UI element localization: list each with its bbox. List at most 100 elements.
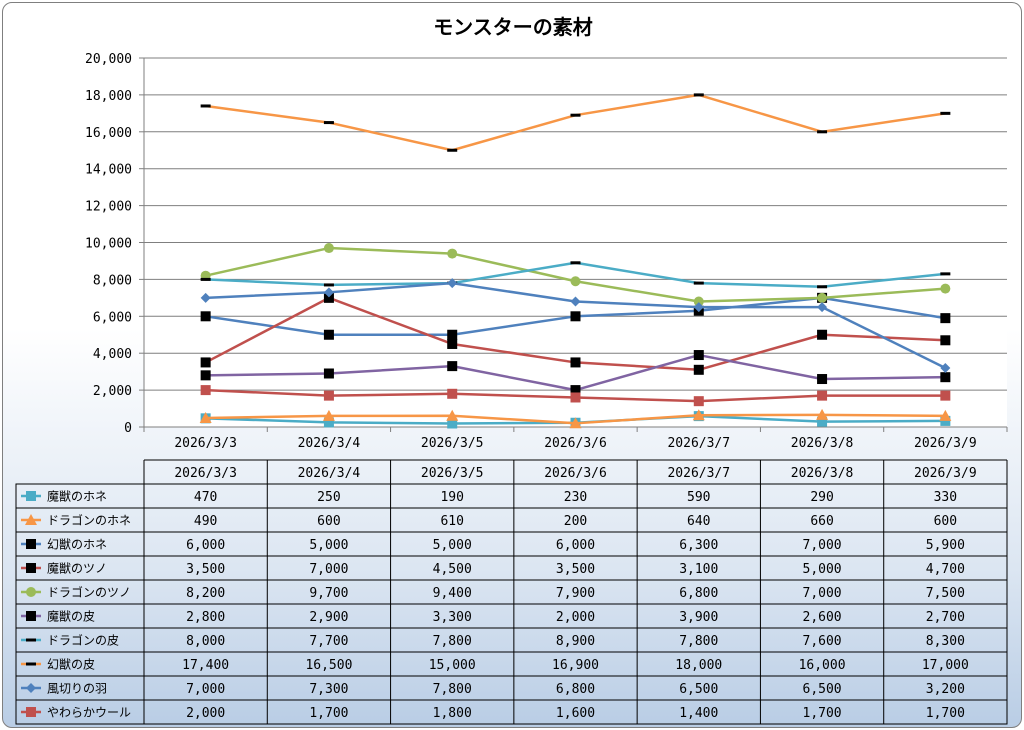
table-data-cell: 660: [810, 514, 833, 529]
table-data-cell: 600: [934, 514, 957, 529]
legend-label: 魔獣のホネ: [47, 489, 107, 504]
x-tick-label: 2026/3/3: [174, 436, 237, 451]
y-tick-label: 2,000: [93, 384, 132, 399]
chart-title: モンスターの素材: [433, 15, 593, 39]
series-10-point: [200, 385, 211, 396]
table-header-cell: 2026/3/8: [791, 466, 854, 481]
series-10-point: [693, 396, 704, 407]
table-data-cell: 230: [564, 490, 587, 505]
series-lines: [199, 93, 952, 429]
table-data-cell: 16,900: [552, 658, 599, 673]
x-tick-label: 2026/3/5: [421, 436, 484, 451]
series-9-point: [323, 287, 334, 298]
table-data-cell: 5,000: [309, 538, 348, 553]
legend-key-marker: [26, 539, 36, 549]
table-data-cell: 1,700: [309, 706, 348, 721]
table-header-cell: 2026/3/9: [914, 466, 977, 481]
y-tick-label: 10,000: [85, 237, 132, 252]
table-data-cell: 7,900: [556, 586, 595, 601]
x-tick-label: 2026/3/9: [914, 436, 977, 451]
table-data-cell: 2,600: [803, 610, 842, 625]
table-data-cell: 7,000: [186, 682, 225, 697]
table-data-cell: 5,900: [926, 538, 965, 553]
series-1-point: [447, 418, 458, 429]
legend-label: ドラゴンのホネ: [47, 513, 131, 528]
series-6-point: [817, 374, 828, 385]
series-9-point: [570, 296, 581, 307]
series-8-group: [200, 93, 951, 152]
table-data-cell: 8,300: [926, 634, 965, 649]
table-data-cell: 8,000: [186, 634, 225, 649]
table-data-cell: 7,800: [433, 634, 472, 649]
table-data-cell: 7,800: [433, 682, 472, 697]
x-axis-ticks: 2026/3/3 2026/3/4 2026/3/5 2026/3/6 2026/3/7…: [174, 436, 976, 451]
series-2-point: [816, 408, 829, 420]
table-data-cell: 4,500: [433, 562, 472, 577]
series-2-point: [199, 411, 212, 423]
series-2-point: [692, 409, 705, 421]
y-axis-ticks: 0 2,000 4,000 6,000 8,000 10,000 12,000 14,000 1…: [85, 52, 132, 436]
table-data-cell: 9,700: [309, 586, 348, 601]
table-data-cell: 16,000: [799, 658, 846, 673]
series-6-point: [570, 385, 581, 396]
table-data-cell: 7,000: [803, 538, 842, 553]
series-5-point: [570, 276, 581, 287]
legend-key-marker: [26, 611, 36, 621]
series-7-point: [570, 261, 581, 265]
series-6-point: [323, 368, 334, 379]
legend-label: ドラゴンの皮: [47, 633, 119, 648]
series-6-group: [200, 350, 951, 396]
series-4-point: [940, 335, 951, 346]
series-10-point: [570, 392, 581, 403]
series-10-point: [817, 390, 828, 401]
table-data-cell: 3,300: [433, 610, 472, 625]
table-header-cell: 2026/3/7: [667, 466, 730, 481]
y-tick-label: 20,000: [85, 52, 132, 67]
series-8-point: [447, 148, 458, 152]
series-4-point: [323, 292, 334, 303]
x-tick-label: 2026/3/6: [544, 436, 607, 451]
table-data-cell: 250: [317, 490, 340, 505]
series-7-point: [817, 285, 828, 289]
table-data-cell: 7,500: [926, 586, 965, 601]
table-header-cell: 2026/3/4: [298, 466, 361, 481]
table-data-cell: 8,900: [556, 634, 595, 649]
series-8-point: [940, 111, 951, 115]
series-9-point: [817, 302, 828, 313]
series-9-group: [200, 278, 951, 373]
series-10-point: [447, 388, 458, 399]
series-2-point: [322, 409, 335, 421]
series-4-point: [447, 338, 458, 349]
series-5-point: [447, 248, 458, 259]
series-3-point: [447, 329, 458, 340]
table-data-cell: 3,200: [926, 682, 965, 697]
series-9-point: [447, 278, 458, 289]
series-2-group: [199, 408, 952, 429]
legend-key-marker: [26, 638, 36, 642]
y-tick-label: 12,000: [85, 200, 132, 215]
table-data-cell: 1,700: [926, 706, 965, 721]
legend-label: 風切りの羽: [47, 682, 107, 696]
legend-label: 幻獣の皮: [47, 658, 95, 672]
series-7-point: [693, 281, 704, 285]
table-data-cell: 8,200: [186, 586, 225, 601]
series-4-group: [200, 292, 951, 375]
series-2-point: [939, 409, 952, 421]
series-9-point: [200, 292, 211, 303]
table-data-cell: 15,000: [429, 658, 476, 673]
series-5-point: [817, 292, 828, 303]
series-8-point: [323, 121, 334, 125]
table-data-cell: 7,800: [679, 634, 718, 649]
series-2-point: [569, 417, 582, 429]
table-data-cell: 470: [194, 490, 217, 505]
y-tick-label: 6,000: [93, 310, 132, 325]
table-header-cell: 2026/3/5: [421, 466, 484, 481]
series-8-point: [693, 93, 704, 97]
series-10-point: [323, 390, 334, 401]
table-data-cell: 330: [934, 490, 957, 505]
table-header-cell: 2026/3/6: [544, 466, 607, 481]
table-data-cell: 1,600: [556, 706, 595, 721]
y-tick-label: 14,000: [85, 163, 132, 178]
series-4-point: [570, 357, 581, 368]
table-data-cell: 4,700: [926, 562, 965, 577]
